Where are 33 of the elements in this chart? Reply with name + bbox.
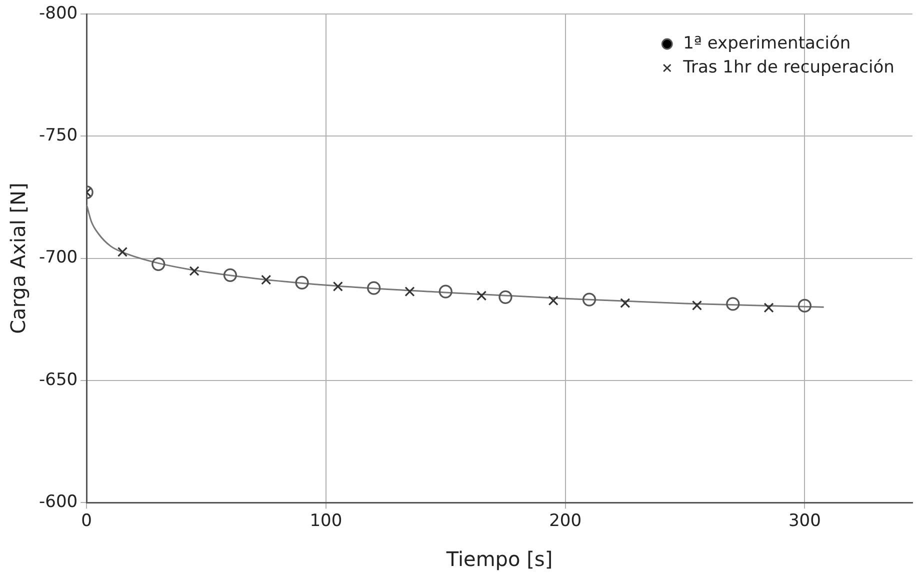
point <box>295 276 309 290</box>
y-tick-label: -600 <box>38 492 78 512</box>
point <box>582 292 596 306</box>
legend-label: Tras 1hr de recuperación <box>682 57 894 78</box>
y-tick-label: -800 <box>38 3 78 24</box>
point <box>692 300 702 310</box>
legend-label: 1ª experimentación <box>683 33 851 54</box>
line-series <box>86 204 825 308</box>
point <box>367 281 381 295</box>
y-tick-label: -700 <box>38 248 78 268</box>
point <box>498 290 512 304</box>
x-axis-title: Tiempo [s] <box>445 547 553 572</box>
point <box>223 268 238 282</box>
x-tick-label: 100 <box>310 511 342 532</box>
point <box>764 302 774 313</box>
point <box>548 296 558 306</box>
point <box>476 290 487 301</box>
point <box>798 298 812 312</box>
x-tick-label: 0 <box>81 511 92 532</box>
y-tick-label: -750 <box>38 126 78 146</box>
x-tick-label: 300 <box>788 511 821 532</box>
point <box>438 284 452 298</box>
y-tick-label: -650 <box>38 370 78 390</box>
x-tick-label: 200 <box>549 511 582 532</box>
point <box>332 281 343 292</box>
point <box>726 297 740 311</box>
point <box>117 246 128 257</box>
point <box>620 298 630 308</box>
point <box>189 266 200 276</box>
point <box>261 274 272 285</box>
point <box>404 286 415 297</box>
y-axis-title: Carga Axial [N] <box>6 182 30 334</box>
point <box>152 257 166 271</box>
